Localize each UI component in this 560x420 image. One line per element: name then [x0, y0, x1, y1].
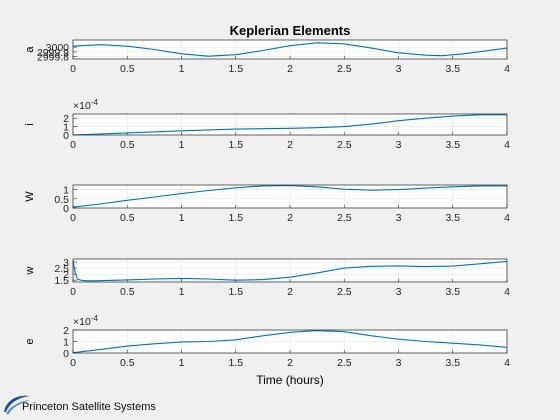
x-tick-label: 2 — [287, 286, 293, 298]
x-tick-label: 2.5 — [337, 212, 352, 224]
x-tick-label: 0.5 — [120, 139, 135, 151]
x-tick-label: 1.5 — [228, 357, 243, 369]
x-tick-label: 4 — [504, 212, 510, 224]
figure-title: Keplerian Elements — [230, 23, 351, 38]
y-tick-label: 0 — [63, 348, 69, 360]
y-axis-label: i — [24, 123, 36, 125]
y-axis-label: a — [24, 46, 36, 53]
x-tick-label: 0 — [70, 212, 76, 224]
x-tick-label: 1 — [179, 286, 185, 298]
x-tick-label: 2.5 — [337, 357, 352, 369]
x-axis-label: Time (hours) — [256, 373, 324, 387]
y-tick-label: 3000 — [46, 42, 70, 54]
x-tick-label: 0 — [70, 139, 76, 151]
x-tick-label: 2 — [287, 139, 293, 151]
x-tick-label: 4 — [504, 63, 510, 75]
x-tick-label: 4 — [504, 139, 510, 151]
x-tick-label: 2 — [287, 212, 293, 224]
y-exponent-label: ×10-4 — [73, 98, 98, 112]
x-tick-label: 1 — [179, 212, 185, 224]
y-tick-label: 2 — [63, 325, 69, 337]
x-tick-label: 1.5 — [228, 286, 243, 298]
subplot-w: 1.522.530 0.5 1 1.5 2 2.5 3 3.5 4w — [24, 257, 510, 298]
x-tick-label: 0.5 — [120, 63, 135, 75]
subplot-W: 00.510 0.5 1 1.5 2 2.5 3 3.5 4W — [24, 185, 510, 224]
y-axis-label: W — [24, 191, 36, 202]
y-tick-label: 1 — [63, 337, 69, 349]
x-tick-label: 1.5 — [228, 63, 243, 75]
y-exponent-label: ×10-4 — [73, 314, 98, 328]
x-tick-label: 0.5 — [120, 286, 135, 298]
y-tick-label: 2 — [63, 113, 69, 125]
x-tick-label: 3.5 — [445, 212, 460, 224]
x-tick-label: 3 — [396, 139, 402, 151]
x-tick-label: 3 — [396, 63, 402, 75]
x-tick-label: 2.5 — [337, 63, 352, 75]
x-tick-label: 0 — [70, 357, 76, 369]
y-axis-label: e — [24, 338, 36, 344]
x-tick-label: 3 — [396, 212, 402, 224]
x-tick-label: 0.5 — [120, 357, 135, 369]
x-tick-label: 3.5 — [445, 63, 460, 75]
y-axis-label: w — [24, 266, 36, 275]
y-tick-label: 1 — [63, 185, 69, 197]
x-tick-label: 3 — [396, 286, 402, 298]
x-tick-label: 0.5 — [120, 212, 135, 224]
x-tick-label: 3.5 — [445, 286, 460, 298]
logo-text: Princeton Satellite Systems — [22, 401, 156, 413]
x-tick-label: 1 — [179, 139, 185, 151]
x-tick-label: 4 — [504, 286, 510, 298]
x-tick-label: 2 — [287, 63, 293, 75]
x-tick-label: 3 — [396, 357, 402, 369]
x-tick-label: 2 — [287, 357, 293, 369]
x-tick-label: 1.5 — [228, 212, 243, 224]
x-tick-label: 1 — [179, 63, 185, 75]
x-tick-label: 2.5 — [337, 286, 352, 298]
x-tick-label: 1.5 — [228, 139, 243, 151]
x-tick-label: 3.5 — [445, 139, 460, 151]
x-tick-label: 3.5 — [445, 357, 460, 369]
x-tick-label: 1 — [179, 357, 185, 369]
x-tick-label: 0 — [70, 63, 76, 75]
y-tick-label: 3 — [63, 257, 69, 269]
x-tick-label: 2.5 — [337, 139, 352, 151]
x-tick-label: 0 — [70, 286, 76, 298]
princeton-satellite-systems-logo: Princeton Satellite Systems — [2, 388, 202, 418]
x-tick-label: 4 — [504, 357, 510, 369]
